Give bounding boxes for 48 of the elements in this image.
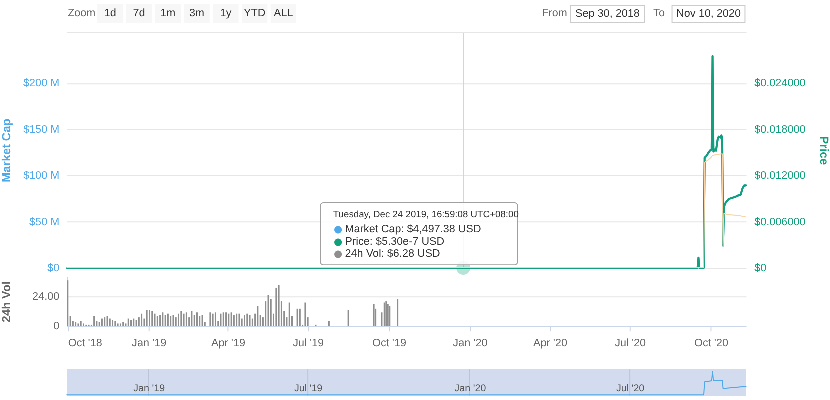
annotation: Tuesday, Dec 24 2019, 16:59:08 UTC+08:00 [333, 210, 519, 220]
y2-tick-label: $0.018000 [754, 124, 806, 136]
y2-tick-label: $0.006000 [754, 216, 806, 228]
x-tick-label: Oct '18 [68, 337, 102, 350]
text: 3m [190, 8, 205, 20]
y-tick-label: 0 [54, 320, 60, 333]
annotation: Market Cap: $4,497.38 USD [345, 224, 482, 236]
x-tick-label: Jul '19 [293, 337, 324, 350]
x-tick-label: Jan '20 [453, 337, 488, 350]
y-tick-label: 24.00 [32, 291, 60, 304]
text: 1d [104, 8, 116, 20]
text: Sep 30, 2018 [575, 8, 640, 20]
y-tick-label: $200 M [24, 78, 60, 90]
x-tick-label: Jan '19 [132, 337, 167, 350]
x-tick-label: Jan '20 [454, 384, 487, 395]
annotation: ● [334, 224, 344, 236]
annotation: 24h Vol: $6.28 USD [345, 248, 441, 260]
y2-tick-label: $0.012000 [754, 170, 806, 182]
x-tick-label: Oct '19 [372, 337, 407, 350]
text: 7d [133, 8, 146, 20]
text: ALL [274, 8, 294, 20]
y2-axis-title: Price [818, 136, 830, 166]
text: 1m [160, 8, 176, 20]
annotation: Price: $5.30e-7 USD [345, 236, 445, 248]
x-tick-label: Jul '20 [615, 337, 646, 350]
text: YTD [244, 8, 266, 20]
annotation: ● [334, 249, 344, 260]
y-axis-title: 24h Vol [0, 281, 14, 323]
y-tick-label: $150 M [24, 124, 60, 136]
x-tick-label: Apr '20 [534, 337, 568, 350]
annotation: ● [334, 236, 344, 248]
x-tick-label: Jul '20 [616, 384, 646, 395]
y2-tick-label: $0 [754, 262, 767, 274]
y-tick-label: $50 M [30, 216, 60, 228]
text: 1y [220, 8, 232, 20]
text: Zoom [68, 8, 96, 20]
x-tick-label: Oct '20 [694, 337, 728, 350]
x-tick-label: Apr '19 [212, 337, 246, 350]
y-tick-label: $100 M [24, 170, 60, 182]
x-tick-label: Jan '19 [134, 384, 166, 395]
text: Nov 10, 2020 [676, 8, 741, 20]
y-axis-title: Market Cap [0, 118, 14, 183]
x-tick-label: Jul '19 [294, 384, 324, 395]
text: From [542, 8, 568, 20]
text: To [654, 8, 665, 20]
line-series [66, 154, 747, 269]
y-tick-label: $0 [48, 262, 60, 274]
y2-tick-label: $0.024000 [754, 78, 806, 90]
